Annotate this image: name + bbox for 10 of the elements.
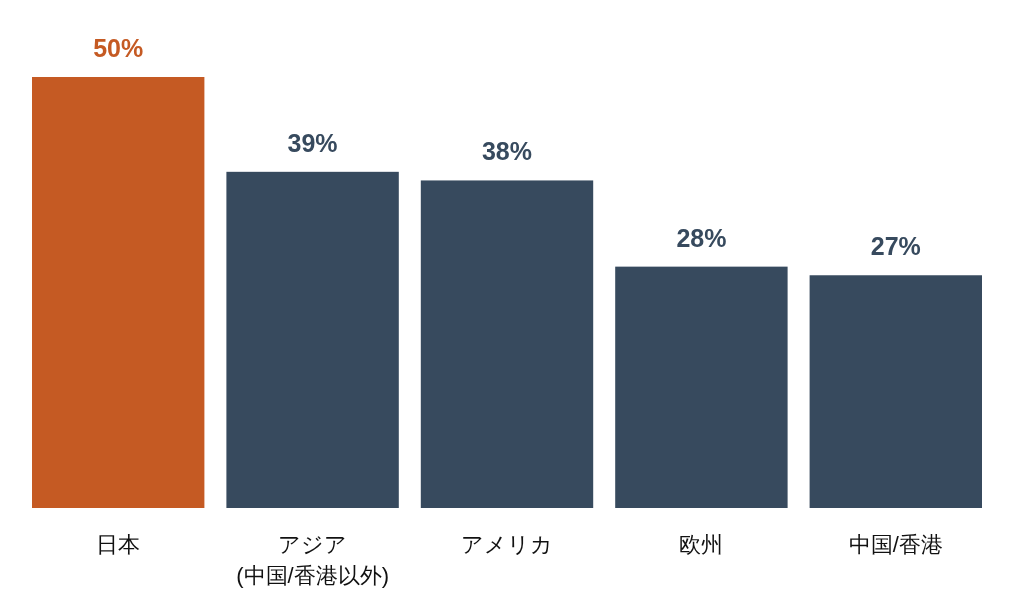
x-tick-label: アメリカ <box>461 532 553 557</box>
x-tick-label: 日本 <box>96 532 141 557</box>
data-label: 50% <box>93 34 144 62</box>
data-label: 38% <box>481 137 533 166</box>
data-label: 27% <box>870 232 921 261</box>
x-tick-label: アジア (中国/香港以外) <box>236 532 389 588</box>
x-tick-label: 欧州 <box>679 532 724 557</box>
data-label: 28% <box>676 223 727 252</box>
data-label: 39% <box>287 128 338 157</box>
x-tick-label: 中国/香港 <box>848 532 943 557</box>
